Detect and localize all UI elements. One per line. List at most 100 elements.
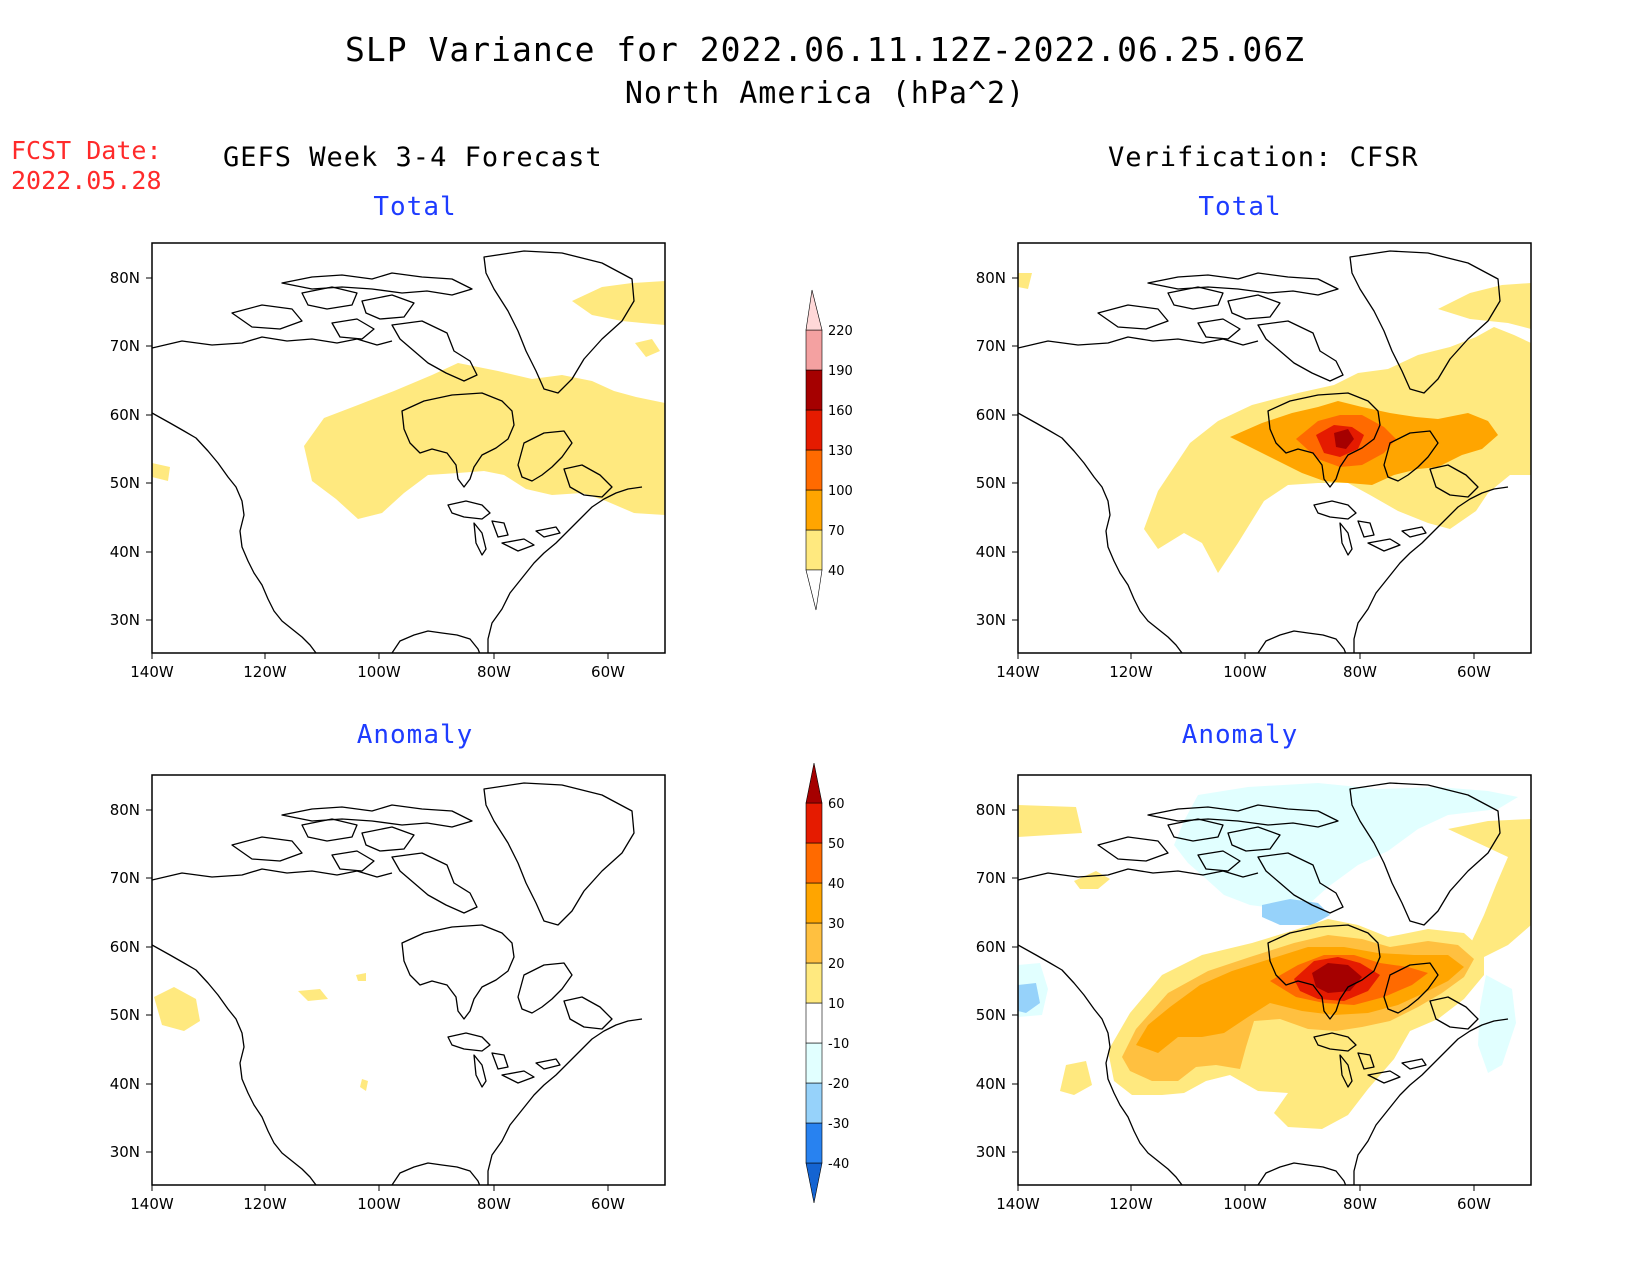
shaded-region xyxy=(1312,963,1362,993)
shaded-region xyxy=(1448,819,1531,957)
colorbar-label: 20 xyxy=(828,957,845,972)
lat-tick-label: 50N xyxy=(976,1006,1006,1024)
shaded-region xyxy=(1018,983,1040,1013)
colorbar-total: 40 70 100 130 160 190 220 xyxy=(805,289,853,611)
lon-tick-label: 140W xyxy=(996,663,1040,681)
lat-tick-label: 50N xyxy=(110,1006,140,1024)
colorbar-segment xyxy=(805,882,823,924)
column-header-cfsr: Verification: CFSR xyxy=(1108,142,1419,173)
lon-tick-label: 100W xyxy=(1223,1195,1267,1213)
colorbar-label: 70 xyxy=(828,524,845,539)
shaded-region xyxy=(360,1079,368,1091)
lon-tick-label: 140W xyxy=(996,1195,1040,1213)
lat-tick-label: 70N xyxy=(110,869,140,887)
colorbar-label: 30 xyxy=(828,917,845,932)
figure-subtitle: North America (hPa^2) xyxy=(624,76,1026,111)
colorbar-label: 220 xyxy=(828,324,853,339)
shaded-region xyxy=(1438,283,1531,329)
colorbar-segment xyxy=(805,1042,823,1084)
panel-subtitle-gefs-total: Total xyxy=(373,192,457,222)
shaded-region xyxy=(1018,805,1082,837)
lat-tick-label: 70N xyxy=(976,869,1006,887)
lat-tick-label: 40N xyxy=(110,1075,140,1093)
colorbar-segment xyxy=(805,409,823,451)
colorbar-segment xyxy=(805,922,823,964)
lat-tick-label: 40N xyxy=(976,1075,1006,1093)
colorbar-label: 130 xyxy=(828,444,853,459)
lat-tick-label: 70N xyxy=(110,337,140,355)
colorbar-label: 60 xyxy=(828,797,845,812)
shaded-region xyxy=(1334,429,1354,449)
shaded-region xyxy=(152,463,170,481)
lat-tick-label: 30N xyxy=(110,611,140,629)
shaded-region xyxy=(154,987,200,1031)
colorbar-top-triangle xyxy=(805,289,823,331)
panel-subtitle-gefs-anomaly: Anomaly xyxy=(356,720,474,750)
lat-tick-label: 30N xyxy=(976,611,1006,629)
shaded-region xyxy=(635,339,660,357)
colorbar-bottom-triangle xyxy=(805,569,823,611)
lon-tick-label: 120W xyxy=(1109,1195,1153,1213)
lat-tick-label: 80N xyxy=(110,801,140,819)
shaded-region xyxy=(1478,975,1516,1073)
colorbar-label: 50 xyxy=(828,837,845,852)
forecast-date-label: FCST Date: xyxy=(11,136,162,165)
lon-tick-label: 100W xyxy=(357,1195,401,1213)
colorbar-segment xyxy=(805,962,823,1004)
lat-tick-label: 40N xyxy=(110,543,140,561)
lon-tick-label: 100W xyxy=(357,663,401,681)
map-panel-gefs-anomaly: 80N 70N 60N 50N 40N 30N 140W 120W 100W 80W 60W xyxy=(110,774,666,1213)
lon-tick-label: 60W xyxy=(1457,1195,1491,1213)
colorbar-label: -30 xyxy=(828,1117,849,1132)
lat-tick-label: 60N xyxy=(110,938,140,956)
lat-tick-label: 50N xyxy=(110,474,140,492)
lon-tick-label: 80W xyxy=(477,1195,511,1213)
shaded-region xyxy=(1060,1061,1092,1095)
colorbar-label: 160 xyxy=(828,404,853,419)
lat-tick-label: 60N xyxy=(976,938,1006,956)
colorbar-segment xyxy=(805,1082,823,1124)
colorbar-top-triangle xyxy=(805,762,823,804)
colorbar-segment xyxy=(805,842,823,884)
colorbar-segment xyxy=(805,329,823,371)
figure-title: SLP Variance for 2022.06.11.12Z-2022.06.… xyxy=(345,30,1305,69)
colorbar-segment xyxy=(805,489,823,531)
shaded-region xyxy=(1174,783,1518,909)
lon-tick-label: 120W xyxy=(243,1195,287,1213)
colorbar-bottom-triangle xyxy=(805,1162,823,1204)
coastline xyxy=(152,782,643,1185)
shaded-region xyxy=(304,363,665,519)
shaded-region xyxy=(1074,871,1110,889)
colorbar-segment xyxy=(805,369,823,411)
lat-tick-label: 80N xyxy=(110,269,140,287)
colorbar-segment xyxy=(805,1002,823,1044)
colorbar-anomaly: -40 -30 -20 -10 10 20 30 40 50 60 xyxy=(805,762,849,1204)
lon-tick-label: 80W xyxy=(1343,1195,1377,1213)
lon-tick-label: 60W xyxy=(591,1195,625,1213)
map-panel-gefs-total: 80N 70N 60N 50N 40N 30N 140W 120W 100W 80W 60W xyxy=(110,242,666,681)
colorbar-label: 10 xyxy=(828,997,845,1012)
colorbar-label: -40 xyxy=(828,1157,849,1172)
colorbar-label: 100 xyxy=(828,484,853,499)
lon-tick-label: 100W xyxy=(1223,663,1267,681)
map-frame xyxy=(151,774,666,1186)
lat-tick-label: 30N xyxy=(110,1143,140,1161)
panel-subtitle-cfsr-total: Total xyxy=(1198,192,1282,222)
lon-tick-label: 120W xyxy=(1109,663,1153,681)
colorbar-label: -10 xyxy=(828,1037,849,1052)
map-frame xyxy=(151,242,666,654)
lon-tick-label: 80W xyxy=(477,663,511,681)
lat-tick-label: 80N xyxy=(976,269,1006,287)
lon-tick-label: 140W xyxy=(130,1195,174,1213)
shaded-region xyxy=(1018,273,1032,289)
lat-tick-label: 60N xyxy=(110,406,140,424)
lat-tick-label: 30N xyxy=(976,1143,1006,1161)
colorbar-label: 40 xyxy=(828,877,845,892)
lon-tick-label: 60W xyxy=(1457,663,1491,681)
colorbar-segment xyxy=(805,449,823,491)
lat-tick-label: 50N xyxy=(976,474,1006,492)
shaded-region xyxy=(1262,899,1330,925)
lon-tick-label: 120W xyxy=(243,663,287,681)
map-frame xyxy=(1017,242,1532,654)
shaded-region xyxy=(356,973,366,981)
